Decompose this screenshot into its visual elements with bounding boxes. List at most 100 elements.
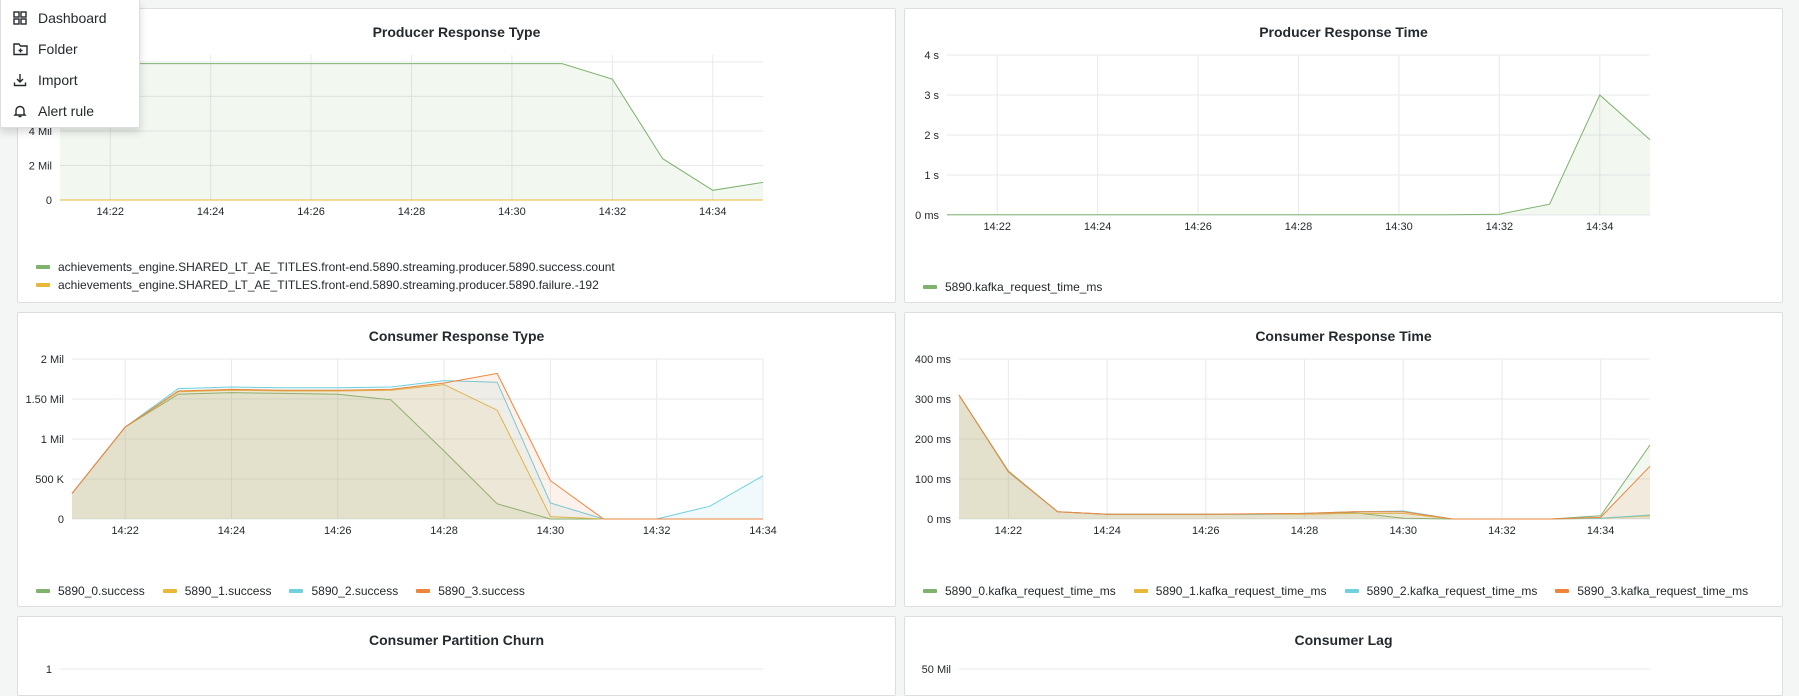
apps-icon (12, 10, 28, 26)
x-tick-label: 14:24 (1084, 221, 1112, 233)
y-tick-label: 0 ms (927, 514, 951, 526)
new-menu-dropdown: Dashboard Folder Import Alert rule (0, 0, 140, 128)
chart-legend: 5890_0.success 5890_1.success 5890_2.succe… (36, 583, 525, 599)
legend-swatch (1344, 589, 1359, 593)
legend-label: 5890_2.kafka_request_time_ms (1366, 584, 1538, 598)
menu-item-dashboard[interactable]: Dashboard (1, 2, 139, 33)
legend-item[interactable]: 5890_0.kafka_request_time_ms (923, 583, 1116, 599)
y-tick-label: 2 s (924, 130, 939, 142)
panel-title[interactable]: Consumer Response Type (368, 328, 545, 344)
menu-item-alert-rule[interactable]: Alert rule (1, 95, 139, 126)
x-tick-label: 14:22 (995, 525, 1023, 537)
legend-item[interactable]: 5890_3.success (416, 583, 525, 599)
series-area (72, 373, 763, 519)
folder-plus-icon (12, 41, 28, 57)
legend-item[interactable]: 5890_3.kafka_request_time_ms (1555, 583, 1748, 599)
chart-consumer-response-type: 0 500 K 1 Mil 1.50 Mil 2 Mil 14:22 14:24 14:26 1… (25, 354, 777, 537)
legend-label: 5890_1.kafka_request_time_ms (1155, 584, 1327, 598)
x-tick-label: 14:22 (983, 221, 1011, 233)
y-tick-label: 4 s (924, 50, 939, 62)
legend-label: 5890_3.success (438, 584, 525, 598)
legend-item[interactable]: 5890_2.kafka_request_time_ms (1344, 583, 1538, 599)
x-tick-label: 14:28 (430, 525, 458, 537)
legend-item[interactable]: achievements_engine.SHARED_LT_AE_TITLES.… (36, 259, 615, 275)
legend-swatch (36, 283, 50, 287)
panel-producer-response-type: Producer Response Type 0 2 Mil 4 Mil 14:22 1… (17, 8, 896, 303)
x-tick-label: 14:34 (699, 206, 727, 218)
x-tick-label: 14:24 (218, 525, 246, 537)
legend-swatch (923, 285, 937, 289)
y-tick-label: 0 ms (915, 210, 939, 222)
legend-label: 5890_1.success (184, 584, 272, 598)
legend-label: 5890.kafka_request_time_ms (945, 280, 1103, 294)
menu-item-import[interactable]: Import (1, 64, 139, 95)
legend-item[interactable]: 5890_1.kafka_request_time_ms (1133, 583, 1327, 599)
legend-item[interactable]: achievements_engine.SHARED_LT_AE_TITLES.… (36, 277, 615, 293)
x-tick-label: 14:34 (749, 525, 777, 537)
legend-item[interactable]: 5890_0.success (36, 583, 145, 599)
series-area (959, 395, 1650, 519)
legend-label: 5890_0.kafka_request_time_ms (945, 584, 1116, 598)
panel-consumer-response-type: Consumer Response Type 0 500 K 1 Mil 1.50 M… (17, 312, 896, 607)
y-tick-label: 100 ms (915, 474, 952, 486)
legend-label: 5890_2.success (311, 584, 399, 598)
x-tick-label: 14:30 (1389, 525, 1417, 537)
legend-swatch (162, 589, 177, 593)
x-tick-label: 14:30 (537, 525, 565, 537)
menu-item-folder[interactable]: Folder (1, 33, 139, 64)
x-tick-label: 14:22 (96, 206, 124, 218)
x-tick-label: 14:26 (1184, 221, 1212, 233)
x-tick-label: 14:24 (197, 206, 225, 218)
y-tick-label: 500 K (35, 474, 64, 486)
x-tick-label: 14:26 (1192, 525, 1220, 537)
y-tick-label: 0 (46, 195, 52, 207)
series-area (947, 95, 1650, 215)
x-tick-label: 14:30 (1385, 221, 1413, 233)
y-tick-label: 2 Mil (41, 354, 64, 366)
legend-label: 5890_0.success (58, 584, 145, 598)
y-tick-label: 1.50 Mil (25, 394, 64, 406)
series-line (947, 94, 1651, 216)
chart-legend: 5890_0.kafka_request_time_ms 5890_1.kafka… (923, 583, 1748, 599)
panel-title[interactable]: Consumer Response Time (1255, 328, 1432, 344)
chart-consumer-partition-churn: 1 (46, 664, 763, 676)
x-tick-label: 14:22 (111, 525, 139, 537)
y-tick-label: 50 Mil (922, 664, 951, 676)
legend-swatch (923, 589, 937, 593)
legend-swatch (36, 265, 50, 269)
legend-swatch (289, 589, 304, 593)
x-tick-label: 14:32 (643, 525, 671, 537)
chart-producer-response-time: 0 ms 1 s 2 s 3 s 4 s 14:22 14:24 14:26 14:28 14:3… (915, 50, 1651, 233)
series-area (72, 380, 763, 519)
legend-label: achievements_engine.SHARED_LT_AE_TITLES.… (58, 260, 615, 274)
x-tick-label: 14:26 (324, 525, 352, 537)
legend-swatch (1555, 589, 1570, 593)
chart-legend: 5890.kafka_request_time_ms (923, 279, 1102, 295)
panel-title[interactable]: Consumer Lag (1294, 632, 1393, 648)
legend-item[interactable]: 5890.kafka_request_time_ms (923, 279, 1102, 295)
legend-swatch (1133, 589, 1148, 593)
panel-title[interactable]: Consumer Partition Churn (368, 632, 544, 648)
y-tick-label: 2 Mil (29, 160, 52, 172)
y-tick-label: 4 Mil (29, 126, 52, 138)
y-tick-label: 3 s (924, 90, 939, 102)
y-tick-label: 0 (58, 514, 64, 526)
x-tick-label: 14:26 (297, 206, 325, 218)
chart-legend: achievements_engine.SHARED_LT_AE_TITLES.… (36, 259, 615, 293)
series-area (72, 384, 763, 519)
x-tick-label: 14:34 (1587, 525, 1615, 537)
legend-item[interactable]: 5890_2.success (289, 583, 398, 599)
series-area (959, 395, 1650, 519)
x-tick-label: 14:28 (1291, 525, 1319, 537)
legend-item[interactable]: 5890_1.success (162, 583, 272, 599)
series-area (959, 395, 1650, 519)
panel-title[interactable]: Producer Response Type (372, 24, 541, 40)
series-area (60, 63, 763, 200)
x-tick-label: 14:28 (398, 206, 426, 218)
menu-item-label: Alert rule (38, 102, 95, 119)
panel-title[interactable]: Producer Response Time (1259, 24, 1428, 40)
x-tick-label: 14:34 (1586, 221, 1614, 233)
series-line (958, 394, 1651, 520)
menu-item-label: Dashboard (38, 9, 107, 26)
y-tick-label: 300 ms (915, 394, 952, 406)
